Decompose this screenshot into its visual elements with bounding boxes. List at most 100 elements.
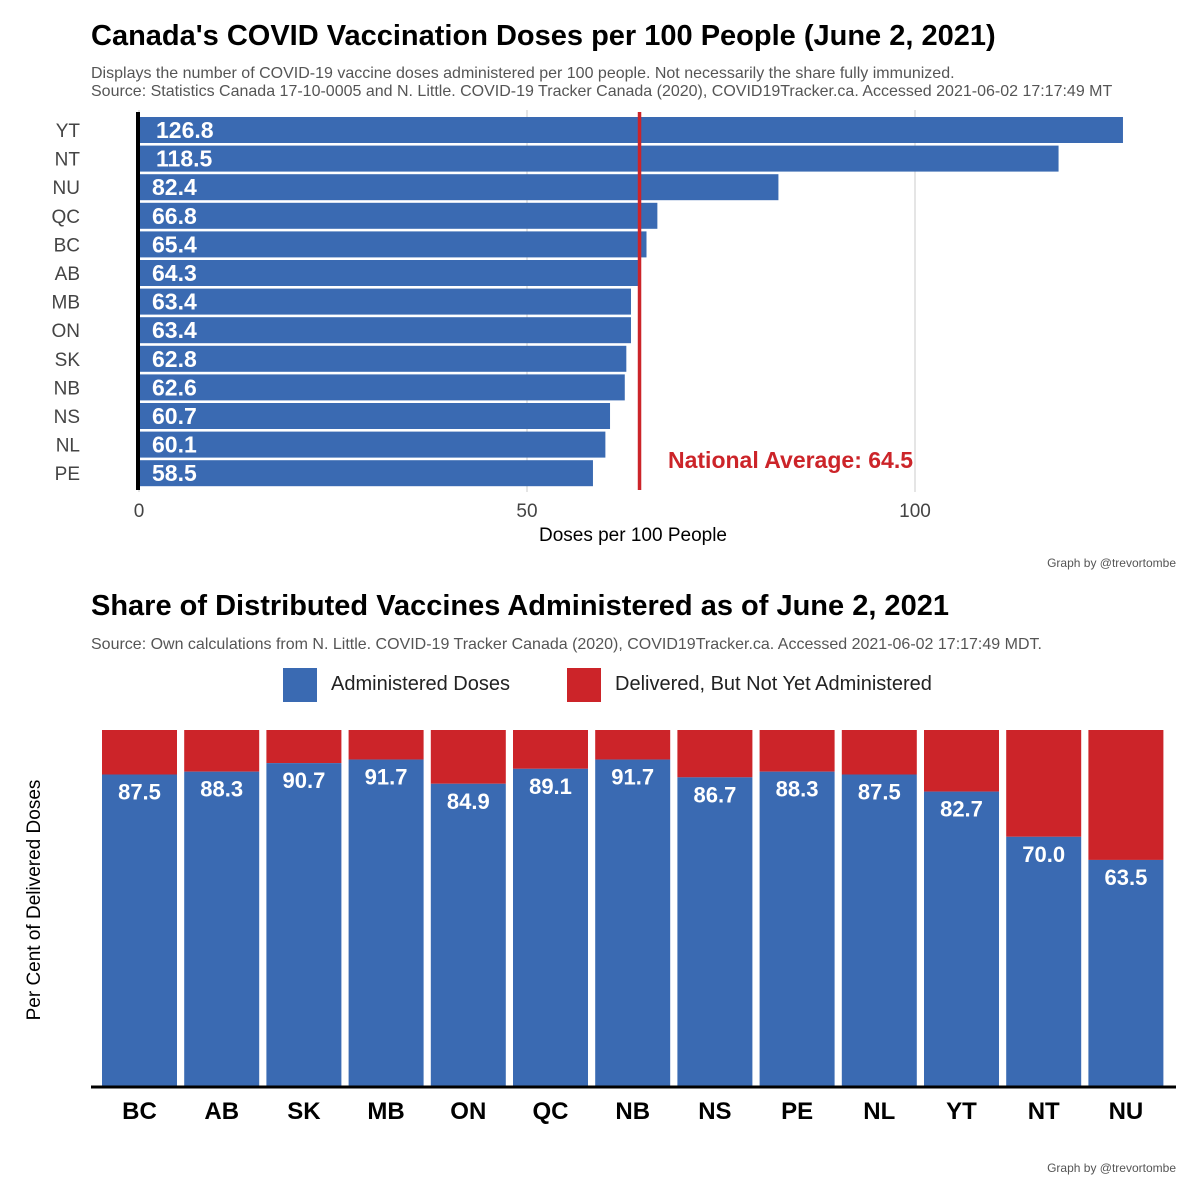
- share-administered-stacked-bar-chart: 87.5 BC 88.3 AB 90.7 SK 91.7 MB 84.9 ON 89.1 QC 91.7…: [24, 730, 1176, 1125]
- bar-value-label: 63.4: [152, 289, 197, 315]
- bar-qc: [139, 202, 658, 229]
- x-tick-label: NS: [698, 1098, 731, 1125]
- bar-bc: [139, 231, 647, 258]
- bar-value-label: 88.3: [200, 777, 243, 802]
- x-tick-label: NU: [1109, 1098, 1144, 1125]
- x-tick-label: MB: [367, 1098, 404, 1125]
- y-tick-label: YT: [56, 121, 81, 142]
- y-tick-label: NB: [54, 378, 80, 399]
- y-tick-label: MB: [52, 293, 81, 314]
- y-tick-label: ON: [52, 321, 81, 342]
- bar-undelivered-pe: [759, 730, 835, 772]
- bar-on: [139, 317, 631, 344]
- bar-value-label: 63.4: [152, 317, 197, 343]
- y-axis-title: Per Cent of Delivered Doses: [24, 780, 45, 1021]
- bar-administered-pe: [759, 771, 835, 1086]
- bar-undelivered-yt: [924, 730, 999, 792]
- y-tick-label: NT: [55, 150, 81, 171]
- bar-administered-nb: [595, 759, 671, 1086]
- bar-administered-nl: [841, 774, 917, 1086]
- bar-undelivered-bc: [102, 730, 177, 775]
- bar-administered-yt: [924, 791, 999, 1086]
- bar-nu: [139, 174, 779, 201]
- x-tick-label: 50: [516, 501, 537, 522]
- bar-value-label: 86.7: [693, 782, 736, 807]
- bar-value-label: 84.9: [447, 789, 490, 814]
- bar-value-label: 82.4: [152, 174, 197, 200]
- bar-administered-sk: [266, 763, 342, 1086]
- y-tick-label: NS: [54, 407, 80, 428]
- y-tick-label: NL: [56, 436, 80, 457]
- x-tick-label: NL: [863, 1098, 895, 1125]
- top-chart-source: Source: Statistics Canada 17-10-0005 and…: [91, 83, 1113, 100]
- x-tick-label: YT: [946, 1098, 977, 1125]
- x-tick-label: 0: [134, 501, 145, 522]
- x-tick-label: NT: [1028, 1098, 1060, 1125]
- bar-undelivered-sk: [266, 730, 342, 764]
- bar-value-label: 65.4: [152, 231, 197, 257]
- y-tick-label: QC: [52, 207, 81, 228]
- bar-undelivered-nl: [841, 730, 917, 775]
- y-tick-label: AB: [55, 264, 80, 285]
- bar-nl: [139, 431, 606, 458]
- bar-administered-mb: [348, 759, 424, 1086]
- bar-undelivered-qc: [513, 730, 588, 769]
- bar-value-label: 66.8: [152, 203, 197, 229]
- bar-value-label: 63.5: [1104, 865, 1147, 890]
- legend: Administered Doses Delivered, But Not Ye…: [0, 668, 1200, 702]
- y-tick-label: NU: [53, 178, 80, 199]
- bar-administered-nt: [1006, 836, 1082, 1086]
- bar-nb: [139, 374, 625, 401]
- bar-undelivered-ab: [184, 730, 260, 772]
- bar-administered-nu: [1088, 859, 1164, 1086]
- y-tick-label: PE: [55, 464, 80, 485]
- bar-ab: [139, 260, 638, 286]
- bar-undelivered-mb: [348, 730, 424, 760]
- legend-label-administered: Administered Doses: [331, 673, 510, 695]
- bar-ns: [139, 403, 611, 429]
- bar-value-label: 87.5: [118, 780, 161, 805]
- bar-mb: [139, 288, 631, 315]
- national-average-label: National Average: 64.5: [668, 447, 913, 473]
- x-tick-label: NB: [615, 1098, 650, 1125]
- bottom-chart-title: Share of Distributed Vaccines Administer…: [91, 590, 949, 622]
- bar-yt: [139, 117, 1123, 143]
- legend-swatch-administered: [283, 668, 317, 702]
- top-chart-subtitle: Displays the number of COVID-19 vaccine …: [91, 65, 955, 82]
- bar-pe: [139, 460, 593, 487]
- bar-value-label: 126.8: [156, 117, 214, 143]
- bar-value-label: 118.5: [156, 146, 212, 172]
- bar-administered-ns: [677, 777, 753, 1086]
- bar-administered-ab: [184, 771, 260, 1086]
- bar-undelivered-nu: [1088, 730, 1164, 860]
- top-chart-credit: Graph by @trevortombe: [1047, 556, 1176, 570]
- x-tick-label: ON: [450, 1098, 486, 1125]
- legend-swatch-undelivered: [567, 668, 601, 702]
- x-axis-title: Doses per 100 People: [539, 525, 727, 546]
- x-tick-label: SK: [287, 1098, 321, 1125]
- x-tick-label: AB: [204, 1098, 239, 1125]
- y-tick-label: BC: [54, 235, 80, 256]
- bar-sk: [139, 345, 627, 372]
- x-tick-label: QC: [533, 1098, 569, 1125]
- bar-value-label: 70.0: [1022, 842, 1065, 867]
- bar-value-label: 89.1: [529, 774, 572, 799]
- bar-value-label: 82.7: [940, 797, 983, 822]
- bar-value-label: 88.3: [776, 777, 819, 802]
- bottom-chart-source: Source: Own calculations from N. Little.…: [91, 636, 1042, 653]
- bar-nt: [139, 145, 1059, 172]
- bar-undelivered-on: [430, 730, 506, 784]
- legend-label-undelivered: Delivered, But Not Yet Administered: [615, 673, 932, 695]
- top-chart-title: Canada's COVID Vaccination Doses per 100…: [91, 20, 996, 52]
- bar-undelivered-ns: [677, 730, 753, 778]
- x-tick-label: 100: [899, 501, 931, 522]
- bar-value-label: 60.7: [152, 403, 197, 429]
- x-tick-label: PE: [781, 1098, 813, 1125]
- bar-undelivered-nb: [595, 730, 671, 760]
- bar-value-label: 91.7: [611, 765, 654, 790]
- bar-administered-on: [430, 783, 506, 1086]
- bar-value-label: 91.7: [365, 765, 408, 790]
- bar-value-label: 87.5: [858, 780, 901, 805]
- bar-value-label: 60.1: [152, 432, 197, 458]
- doses-per-100-bar-chart: YT 126.8 NT 118.5 NU 82.4 QC 66.8 BC 65.4 AB 64.3 MB…: [52, 110, 1123, 546]
